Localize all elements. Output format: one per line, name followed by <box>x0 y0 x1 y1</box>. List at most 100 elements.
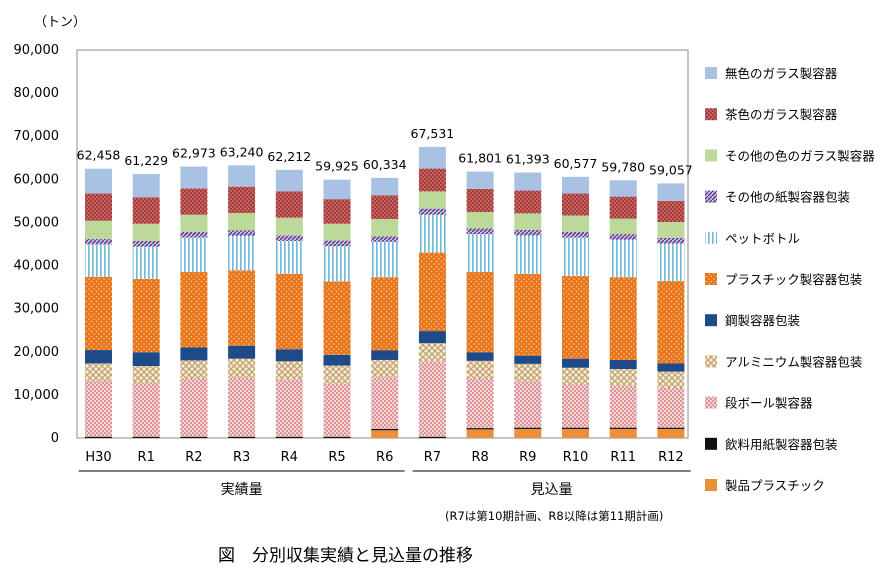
legend-swatch <box>705 149 717 162</box>
legend-label: 製品プラスチック <box>725 478 825 493</box>
legend-item: その他の紙製容器包装 <box>705 190 850 205</box>
total-label: 59,925 <box>315 159 359 174</box>
x-tick-label: R1 <box>138 450 155 465</box>
bar-segment <box>371 377 399 429</box>
y-tick-label: 50,000 <box>14 215 60 230</box>
bar-segment <box>371 350 399 360</box>
bar-segment <box>228 235 256 271</box>
bar-segment <box>228 270 256 346</box>
bar-segment <box>371 277 399 351</box>
y-tick-label: 60,000 <box>14 172 60 187</box>
legend: 無色のガラス製容器茶色のガラス製容器その他の色のガラス製容器その他の紙製容器包装… <box>705 66 875 493</box>
bar-segment <box>180 347 208 361</box>
legend-swatch <box>705 396 717 409</box>
bar-segment <box>466 428 494 430</box>
bar-segment <box>275 235 303 241</box>
bar-segment <box>180 214 208 232</box>
legend-swatch <box>705 190 717 203</box>
bar-segment <box>562 384 589 428</box>
bar-segment <box>85 238 112 245</box>
legend-swatch <box>705 108 717 121</box>
bar-segment <box>562 231 589 238</box>
legend-item: ペットボトル <box>705 231 800 246</box>
y-tick-label: 0 <box>51 431 59 446</box>
bar-segment <box>180 378 208 437</box>
bar-segment <box>418 208 446 215</box>
bar-segment <box>609 359 637 370</box>
y-tick-label: 90,000 <box>14 43 60 58</box>
x-tick-label: R9 <box>519 450 536 465</box>
bar-segment <box>657 363 685 372</box>
bar-segment <box>228 377 256 437</box>
bar-segment <box>562 215 589 232</box>
legend-label: その他の紙製容器包装 <box>725 190 850 205</box>
bar-segment <box>562 358 589 368</box>
x-tick-label: R4 <box>281 450 298 465</box>
bar-segment <box>562 237 589 276</box>
bar-segment <box>609 427 637 429</box>
x-tick-label: R2 <box>185 450 202 465</box>
legend-label: プラスチック製容器包装 <box>725 272 862 287</box>
bar-segment <box>514 428 542 438</box>
legend-label: アルミニウム製容器包装 <box>725 354 862 369</box>
bar-segment <box>466 188 494 213</box>
bar-segment <box>514 363 542 382</box>
bar-segment <box>132 223 160 241</box>
bar-segment <box>180 360 208 379</box>
bar-segment <box>132 436 160 438</box>
x-tick-label: R10 <box>563 450 589 465</box>
legend-swatch <box>705 314 717 327</box>
bar-segment <box>418 214 446 253</box>
bar-segment <box>180 188 208 215</box>
bar-segment <box>657 371 685 388</box>
bar-segment <box>657 237 685 244</box>
bar-stack <box>275 169 303 438</box>
y-tick-label: 40,000 <box>14 259 60 274</box>
bar-segment <box>466 212 494 229</box>
bar-segment <box>609 428 637 438</box>
bar-segment <box>514 172 542 191</box>
bar-segment <box>228 358 256 378</box>
bar-segment <box>657 243 685 282</box>
total-labels-layer: 62,458 61,229 62,973 63,240 62,212 59,925 60,3… <box>77 126 693 178</box>
bar-segment <box>371 195 399 219</box>
group-label: 実績量 <box>221 482 263 498</box>
x-tick-label: R6 <box>376 450 393 465</box>
bars-layer <box>85 146 685 438</box>
bar-segment <box>132 366 160 383</box>
y-unit-label: （トン） <box>34 15 86 30</box>
y-axis: 0 10,000 20,000 30,000 40,000 50,000 60,000 70,… <box>14 43 60 446</box>
bar-segment <box>132 240 160 247</box>
bar-segment <box>418 361 446 437</box>
bar-segment <box>562 176 589 194</box>
total-label: 60,334 <box>363 157 407 172</box>
bar-segment <box>275 349 303 362</box>
bar-segment <box>228 165 256 187</box>
bar-segment <box>85 193 112 221</box>
x-tick-label: R8 <box>471 450 488 465</box>
legend-item: 製品プラスチック <box>705 478 825 493</box>
legend-item: 鋼製容器包装 <box>705 313 800 328</box>
bar-segment <box>85 363 112 381</box>
bar-stack <box>228 165 256 438</box>
bar-segment <box>275 191 303 218</box>
bar-segment <box>132 174 160 198</box>
bar-segment <box>228 230 256 236</box>
total-label: 59,780 <box>601 159 645 174</box>
bar-segment <box>323 354 351 366</box>
legend-swatch <box>705 273 717 285</box>
bar-segment <box>609 196 637 219</box>
bar-segment <box>323 365 351 384</box>
total-label: 60,577 <box>554 156 598 171</box>
bar-segment <box>323 179 351 200</box>
x-tick-label: R5 <box>328 450 345 465</box>
bar-segment <box>85 244 112 277</box>
bar-segment <box>562 427 589 429</box>
bar-segment <box>323 281 351 355</box>
bar-stack <box>132 174 160 438</box>
bar-segment <box>275 273 303 350</box>
bar-segment <box>466 171 494 189</box>
bar-segment <box>514 381 542 428</box>
bar-segment <box>609 385 637 428</box>
